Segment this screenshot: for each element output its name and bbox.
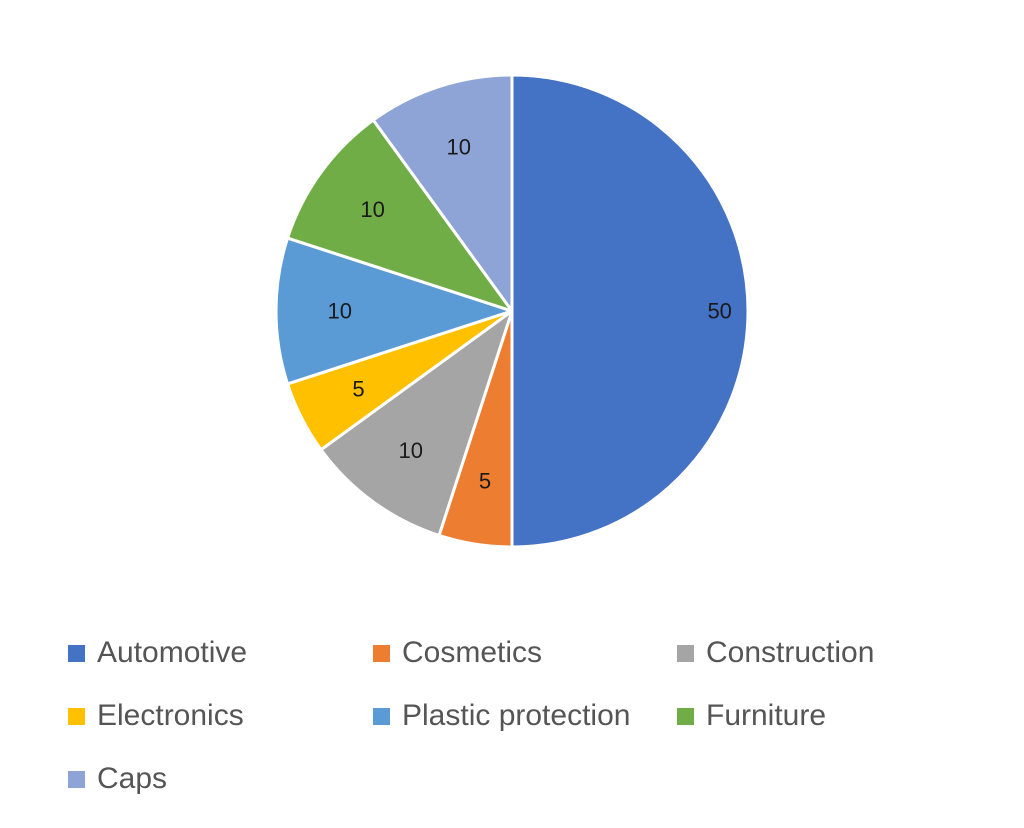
legend-item-caps: Caps	[68, 759, 167, 799]
legend-label: Caps	[97, 762, 168, 795]
pie-slice-plastic-protection	[274, 236, 514, 386]
legend-label: Cosmetics	[402, 636, 543, 669]
data-label-cosmetics: 5	[479, 469, 491, 494]
pie-slices	[274, 73, 750, 549]
legend-label: Plastic protection	[402, 699, 631, 732]
data-label-electronics: 5	[352, 377, 364, 402]
legend-swatch	[68, 770, 85, 788]
legend-item-electronics: Electronics	[68, 696, 244, 736]
legend-item-construction: Construction	[677, 633, 874, 673]
data-label-construction: 10	[398, 438, 422, 463]
legend-swatch	[373, 707, 390, 725]
legend-label: Electronics	[97, 699, 244, 732]
legend-item-automotive: Automotive	[68, 633, 247, 673]
data-label-automotive: 50	[707, 299, 731, 324]
legend-item-cosmetics: Cosmetics	[373, 633, 542, 673]
pie-slice-construction	[319, 309, 514, 537]
legend-item-plastic-protection: Plastic protection	[373, 696, 630, 736]
pie-slice-furniture	[286, 118, 514, 313]
pie-chart: 50 5 10 5 10 10 10	[274, 73, 750, 549]
data-label-plastic-protection: 10	[327, 299, 351, 324]
legend-swatch	[68, 707, 85, 725]
data-label-caps: 10	[447, 135, 471, 160]
legend-label: Furniture	[706, 699, 827, 732]
legend-swatch	[677, 644, 694, 662]
pie-slice-caps	[371, 73, 514, 313]
legend-swatch	[68, 644, 85, 662]
legend-item-furniture: Furniture	[677, 696, 826, 736]
pie-data-labels: 50 5 10 5 10 10 10	[327, 135, 731, 494]
legend-label: Construction	[706, 636, 875, 669]
chart-area: 50 5 10 5 10 10 10	[274, 73, 750, 549]
pie-slice-automotive	[510, 73, 750, 549]
legend-swatch	[373, 644, 390, 662]
legend: Automotive Cosmetics Construction Electroni…	[0, 625, 1024, 815]
legend-swatch	[677, 707, 694, 725]
data-label-furniture: 10	[360, 197, 384, 222]
legend-label: Automotive	[97, 636, 248, 669]
